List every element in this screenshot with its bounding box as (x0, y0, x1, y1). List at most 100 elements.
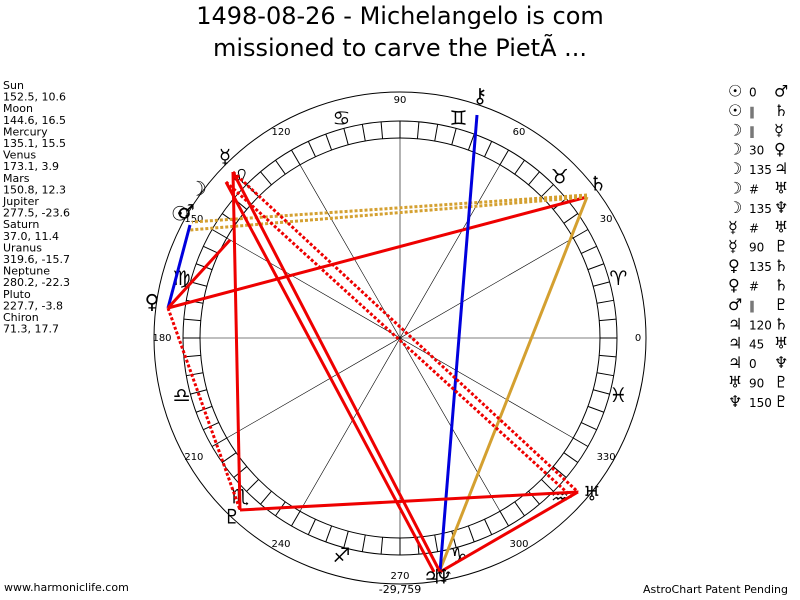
ring-tick (361, 124, 366, 142)
sign-glyph: ♉ (551, 165, 569, 189)
aspect-type: 0 (749, 86, 757, 100)
aspect-planet: ♇ (774, 392, 788, 411)
ring-tick (484, 519, 493, 535)
planet-glyph: ♄ (589, 172, 607, 196)
sign-glyph: ♊ (450, 106, 468, 130)
aspect-planet: ♆ (728, 392, 742, 411)
aspect-type: ∥ (749, 105, 755, 119)
aspect-planet: ♅ (774, 217, 788, 236)
aspect-type: 90 (749, 377, 764, 391)
ring-tick (275, 159, 286, 175)
degree-label: 120 (271, 127, 290, 138)
aspect-line (166, 307, 242, 511)
ring-tick (343, 531, 349, 548)
ring-tick (186, 372, 204, 377)
planet-glyph: ☿ (219, 145, 231, 169)
aspect-line (438, 196, 589, 571)
ring-tick (343, 128, 349, 145)
ring-tick (307, 519, 316, 535)
aspect-planet: ♀ (774, 140, 786, 159)
aspect-line (224, 180, 574, 499)
planet-name: Venus (3, 149, 36, 162)
aspect-type: 30 (749, 144, 764, 158)
aspect-planet: ☽ (728, 198, 742, 217)
planet-name: Saturn (3, 218, 39, 231)
ring-tick (499, 149, 509, 166)
planet-glyph: ♀ (145, 290, 160, 314)
ring-tick (541, 479, 554, 492)
ring-tick (416, 121, 420, 139)
planet-position: 280.2, -22.3 (3, 276, 70, 289)
aspect-type: ∥ (749, 299, 755, 313)
sign-glyph: ♋ (333, 106, 351, 130)
ring-tick (221, 452, 237, 463)
aspect-line (231, 171, 242, 511)
planet-position: 71.3, 17.7 (3, 323, 59, 336)
planet-position: 227.7, -3.8 (3, 299, 63, 312)
aspect-line (231, 171, 442, 573)
aspect-line (166, 224, 192, 309)
aspect-planet: ♀ (728, 276, 740, 295)
ring-tick (190, 389, 207, 395)
aspect-planet: ♃ (728, 334, 742, 353)
aspect-line (239, 490, 579, 512)
aspect-planet: ♆ (774, 353, 788, 372)
ring-tick (183, 318, 201, 322)
ring-tick (563, 452, 579, 463)
ring-tick (572, 437, 589, 447)
title-line: 1498-08-26 - Michelangelo is com (196, 2, 604, 30)
ring-tick (325, 525, 333, 543)
planet-position: 144.6, 16.5 (3, 114, 66, 127)
aspect-planet: ♃ (728, 353, 742, 372)
planet-name: Jupiter (2, 195, 39, 208)
planet-glyph: ☉ (171, 202, 189, 226)
planet-position: 319.6, -15.7 (3, 253, 70, 266)
planet-glyph: ⚷ (473, 84, 488, 108)
aspect-lines (166, 114, 589, 574)
ring-tick (587, 405, 605, 413)
footer-link: www.harmoniclife.com (4, 581, 129, 594)
planet-position: 37.0, 11.4 (3, 230, 59, 243)
planet-position: 150.8, 12.3 (3, 183, 66, 196)
ring-tick (203, 245, 219, 254)
aspect-planet: ♀ (728, 256, 740, 275)
ring-tick (514, 159, 525, 175)
degree-label: 90 (394, 95, 407, 106)
sign-glyph: ♈ (609, 266, 627, 290)
planet-name: Moon (3, 102, 33, 115)
ring-tick (499, 510, 509, 527)
footer-note: AstroChart Patent Pending (643, 583, 788, 596)
sign-glyph: ♐ (333, 543, 351, 567)
ring-tick (361, 534, 366, 552)
ring-tick (211, 229, 228, 239)
aspect-planet: ☉ (728, 101, 742, 120)
planet-name: Mercury (3, 125, 48, 138)
aspect-line (438, 114, 479, 573)
planet-name: Neptune (3, 265, 50, 278)
sign-glyph: ♎ (173, 383, 191, 407)
planet-name: Pluto (3, 288, 31, 301)
degree-label: 210 (184, 452, 203, 463)
ring-tick (467, 133, 475, 151)
degree-label: 330 (597, 452, 616, 463)
ring-tick (211, 437, 228, 447)
degree-label: 0 (635, 333, 641, 344)
ring-tick (291, 510, 301, 527)
aspect-type: 135 (749, 260, 772, 274)
planet-glyph: ♆ (435, 565, 453, 589)
ring-tick (380, 537, 384, 555)
ring-tick (581, 422, 597, 431)
ring-tick (380, 121, 384, 139)
ring-tick (467, 525, 475, 543)
planet-name: Sun (3, 79, 24, 92)
aspect-planet: ♄ (774, 256, 788, 275)
ring-tick (291, 149, 301, 166)
degree-label: 180 (152, 333, 171, 344)
ring-tick (563, 213, 579, 224)
ring-tick (599, 354, 617, 358)
ring-tick (451, 531, 457, 548)
ring-tick (451, 128, 457, 145)
aspect-planet: ♄ (774, 314, 788, 333)
degree-label: 60 (513, 127, 526, 138)
aspect-line (439, 490, 579, 574)
